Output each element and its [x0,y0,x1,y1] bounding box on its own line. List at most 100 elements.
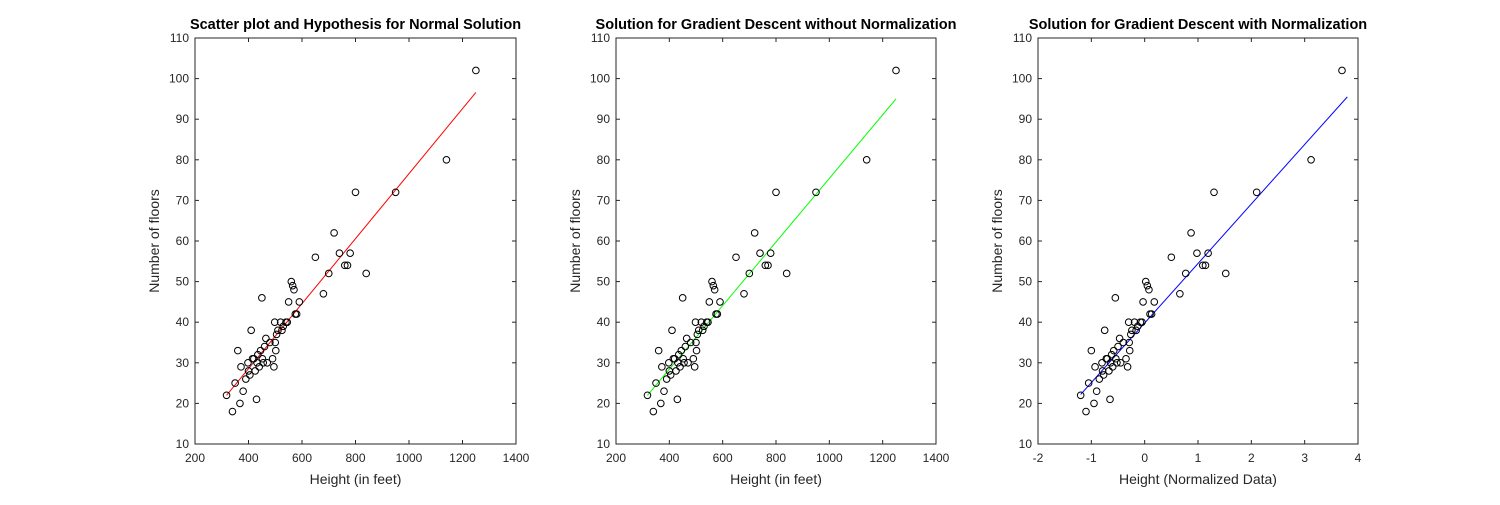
hypothesis-line [226,92,477,396]
data-point [1150,298,1159,306]
data-point [1187,229,1195,237]
data-point [1221,269,1230,278]
data-point [710,285,719,294]
data-point [271,346,280,355]
data-point [677,346,686,355]
data-point [693,330,702,339]
data-point [713,310,722,318]
y-tick-label: 40 [176,315,190,329]
hypothesis-line [1080,96,1348,395]
data-point [812,188,820,197]
data-point [290,285,298,294]
data-point [673,395,682,404]
data-point [268,354,277,363]
data-point [1113,359,1121,367]
x-tick-label: 1000 [816,451,843,465]
data-point [692,346,701,355]
data-point [1204,249,1212,257]
chart-2: 200 400 600 800 1000 1200 1400 10 20 30 40 50 60 70 80… [567,17,956,487]
data-point [288,281,297,290]
y-tick-label: 10 [1019,437,1033,451]
y-tick-label: 110 [170,31,189,45]
x-tick-label: 800 [766,451,786,465]
data-point [668,326,676,335]
data-point [1127,330,1135,339]
y-tick-label: 90 [176,112,190,126]
y-tick-label: 70 [176,193,190,207]
data-point [665,359,673,367]
x-tick-label: 600 [713,451,733,465]
data-point [1124,318,1133,327]
data-point [708,277,716,286]
x-tick-label: 800 [345,451,365,465]
y-tick-label: 110 [1013,31,1032,45]
data-point [772,188,780,197]
data-point [1145,285,1153,294]
data-point [1116,359,1125,367]
data-point [1087,346,1096,355]
data-point [278,326,286,335]
data-point [283,318,292,327]
data-point [657,399,665,408]
data-point [1111,294,1120,302]
data-point [255,363,264,371]
data-point [692,338,700,347]
data-point [1201,261,1210,270]
y-tick-label: 10 [176,437,190,451]
data-point [1114,342,1122,351]
data-point [1095,375,1104,383]
data-point [1167,253,1176,262]
data-point [287,277,296,286]
data-point [1098,359,1106,367]
y-tick-label: 30 [597,356,611,370]
y-axis-label: Number of floors [146,189,162,292]
data-point [228,407,237,416]
data-point [1082,407,1090,416]
data-point [684,359,692,367]
data-point [254,350,262,359]
data-point [1307,156,1315,164]
y-tick-label: 50 [597,275,611,289]
y-tick-label: 70 [597,193,611,207]
data-point [1122,354,1130,363]
x-tick-label: 3 [1301,451,1308,465]
data-point [652,379,660,387]
data-point [1138,318,1146,327]
data-point [1199,261,1207,270]
data-point [341,261,349,270]
data-point [782,269,791,278]
data-point [756,249,764,257]
x-tick-label: 200 [185,451,205,465]
data-point [391,188,400,197]
y-tick-label: 40 [597,315,611,329]
data-point [256,346,265,355]
chart-title: Solution for Gradient Descent without No… [596,17,957,33]
data-point [242,375,250,383]
y-tick-label: 20 [176,396,190,410]
data-point [643,391,652,400]
data-point [335,249,344,257]
data-point [234,346,242,355]
y-tick-label: 90 [597,112,611,126]
data-point [247,326,255,335]
data-point [1092,387,1101,396]
axes-box [1037,37,1359,445]
data-point [681,342,690,351]
data-point [761,261,770,270]
data-point [1176,289,1184,298]
data-point [689,354,698,363]
data-point [766,249,775,257]
data-point [295,298,304,306]
data-point [676,363,684,371]
y-tick-label: 110 [591,31,610,45]
data-point [1098,367,1107,375]
data-point [662,375,671,383]
data-point [1143,281,1152,290]
data-point [311,253,320,262]
data-point [740,289,748,298]
y-tick-label: 90 [1019,112,1033,126]
data-point [700,322,708,331]
data-point [679,354,688,363]
data-point [1123,363,1132,371]
data-point [274,326,282,335]
